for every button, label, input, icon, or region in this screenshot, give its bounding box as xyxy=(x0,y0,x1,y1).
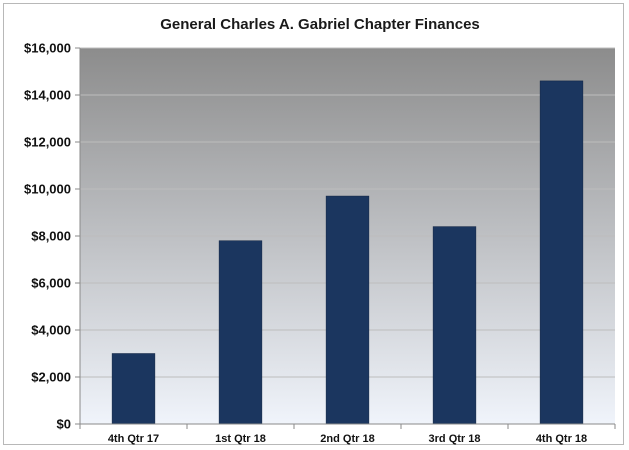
y-axis-ticks: $0 $2,000 $4,000 $6,000 $8,000 $10,000 $12,000… xyxy=(24,41,80,432)
x-tick-label: 1st Qtr 18 xyxy=(215,433,266,445)
bar xyxy=(539,80,584,425)
y-tick-label: $14,000 xyxy=(24,88,71,103)
x-tick-label: 2nd Qtr 18 xyxy=(320,433,374,445)
y-tick-label: $0 xyxy=(57,417,71,432)
bars xyxy=(111,80,584,425)
bar xyxy=(325,195,370,425)
x-tick-label: 4th Qtr 17 xyxy=(108,433,159,445)
y-tick-label: $8,000 xyxy=(31,229,71,244)
y-tick-label: $6,000 xyxy=(31,276,71,291)
x-axis-ticks: 4th Qtr 17 1st Qtr 18 2nd Qtr 18 3rd Qtr 18… xyxy=(108,433,587,445)
x-tick-label: 3rd Qtr 18 xyxy=(429,433,481,445)
bar xyxy=(218,240,263,425)
y-tick-label: $4,000 xyxy=(31,323,71,338)
bar xyxy=(432,226,477,425)
bar xyxy=(111,353,156,425)
y-tick-label: $10,000 xyxy=(24,182,71,197)
chart-title: General Charles A. Gabriel Chapter Finan… xyxy=(160,16,480,33)
x-tick-label: 4th Qtr 18 xyxy=(536,433,587,445)
y-tick-label: $12,000 xyxy=(24,135,71,150)
y-tick-label: $2,000 xyxy=(31,370,71,385)
y-tick-label: $16,000 xyxy=(24,41,71,56)
